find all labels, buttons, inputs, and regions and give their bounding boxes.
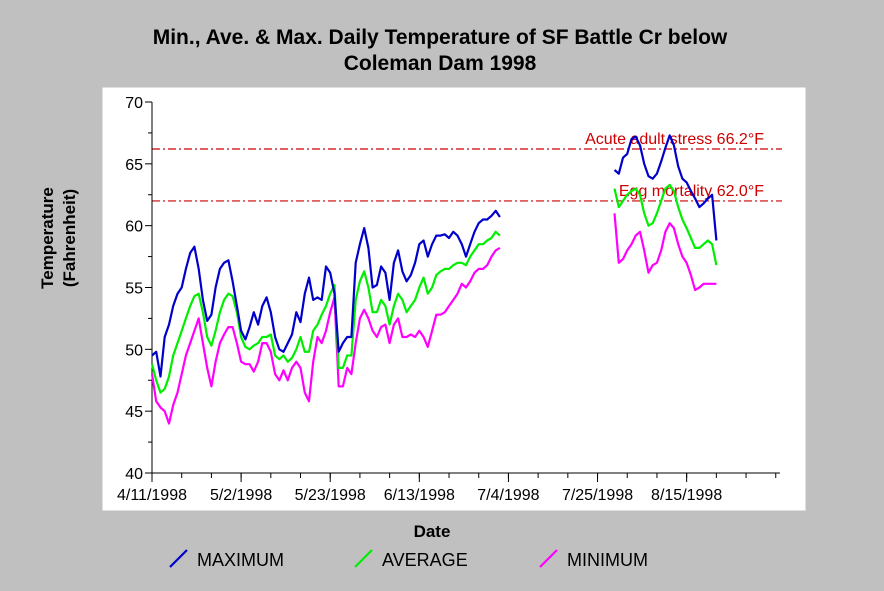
series-line-average-2 <box>613 183 718 266</box>
x-axis-label: Date <box>414 522 451 541</box>
y-tick-label: 70 <box>125 95 143 112</box>
legend-swatch-maximum <box>169 549 188 568</box>
series-line-minimum-1 <box>150 246 501 425</box>
legend-label-average: AVERAGE <box>382 550 468 570</box>
x-tick-label: 7/25/1998 <box>562 487 633 504</box>
legend-label-minimum: MINIMUM <box>567 550 648 570</box>
series-line-average-1 <box>150 230 501 394</box>
series-line-maximum-1 <box>151 209 501 378</box>
y-tick-label: 60 <box>125 219 143 236</box>
y-tick-label: 65 <box>125 157 143 174</box>
y-axis-label-line2: (Fahrenheit) <box>60 189 79 287</box>
x-tick-label: 5/23/1998 <box>295 487 366 504</box>
axes: 40 45 50 55 60 65 70 4/11/1998 5/2/1998 5/23/1998… <box>117 95 780 504</box>
y-axis-label-line1: Temperature <box>38 187 57 289</box>
series-group <box>150 134 718 425</box>
series-line-maximum-2 <box>613 134 718 241</box>
x-tick-label: 8/15/1998 <box>651 487 722 504</box>
y-tick-label: 40 <box>125 466 143 483</box>
x-tick-label: 5/2/1998 <box>210 487 272 504</box>
chart-title-line2: Coleman Dam 1998 <box>344 52 537 75</box>
x-tick-label: 7/4/1998 <box>477 487 539 504</box>
x-tick-label: 4/11/1998 <box>117 487 187 504</box>
legend-label-maximum: MAXIMUM <box>197 550 284 570</box>
chart-title-line1: Min., Ave. & Max. Daily Temperature of S… <box>153 26 728 49</box>
x-tick-label: 6/13/1998 <box>384 487 455 504</box>
y-tick-label: 55 <box>125 281 143 298</box>
y-tick-label: 50 <box>125 342 143 359</box>
y-tick-label: 45 <box>125 404 143 421</box>
series-line-minimum-2 <box>613 213 717 292</box>
legend: MAXIMUM AVERAGE MINIMUM <box>169 549 648 570</box>
legend-swatch-minimum <box>539 549 558 568</box>
legend-swatch-average <box>354 549 373 568</box>
